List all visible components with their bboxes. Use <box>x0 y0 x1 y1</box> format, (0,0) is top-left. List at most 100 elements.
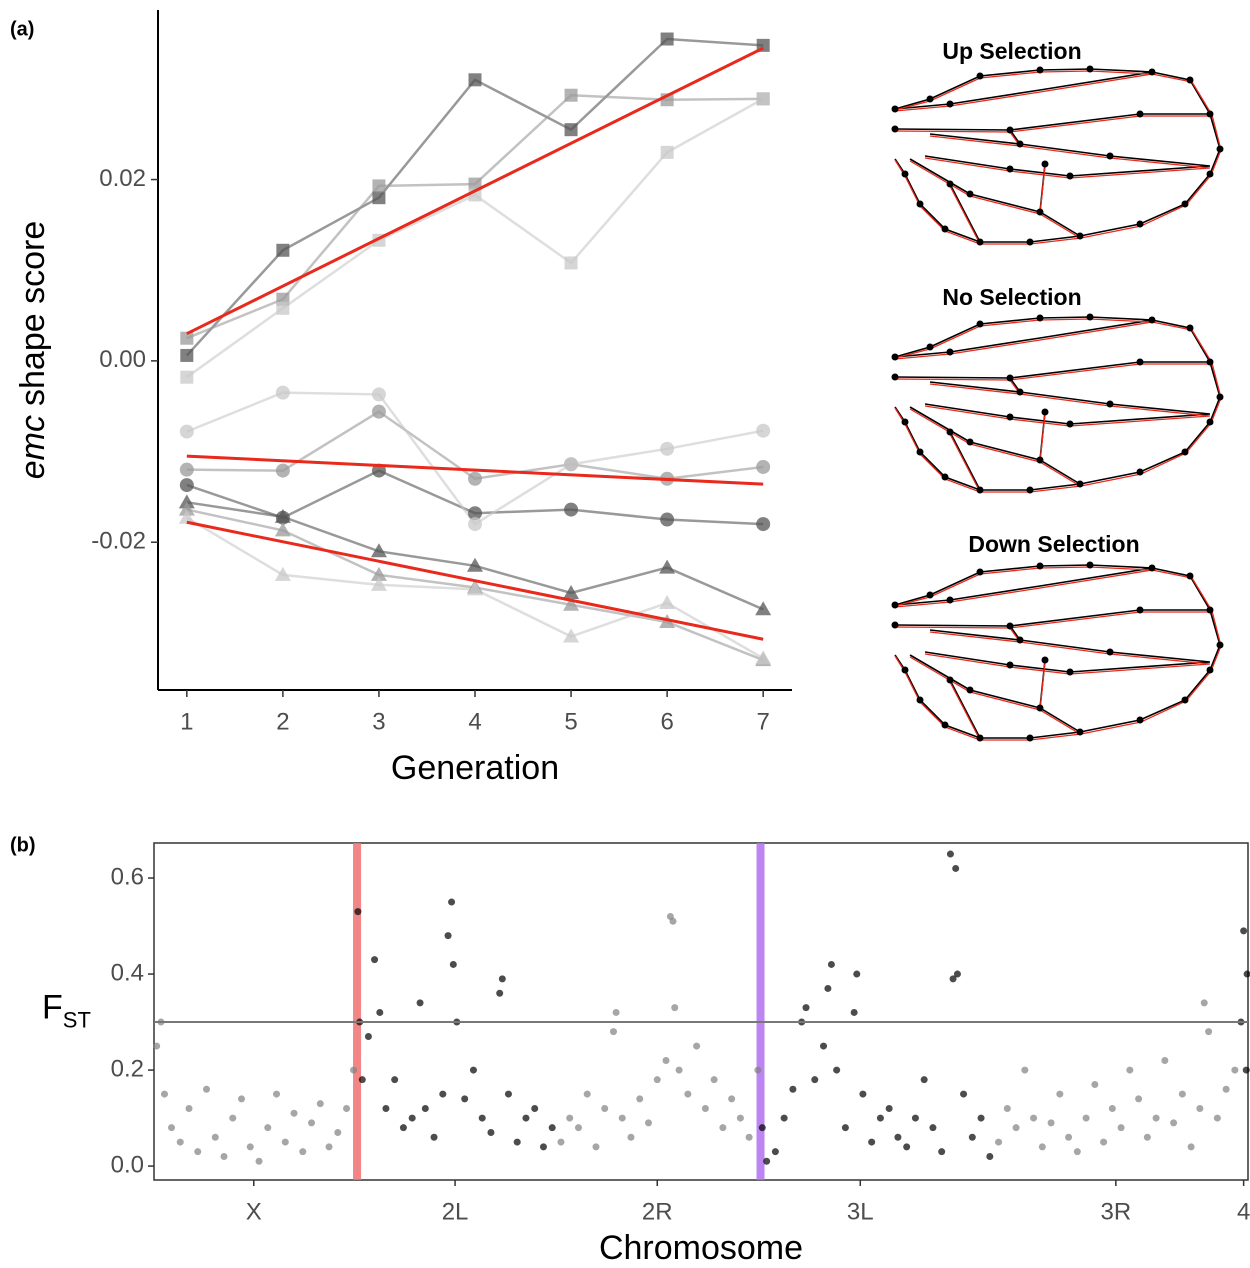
snp-point <box>264 1124 272 1132</box>
snp-point <box>194 1148 202 1156</box>
plot-border <box>153 842 1249 1181</box>
snp-point <box>789 1085 797 1093</box>
snp-point <box>758 1124 766 1132</box>
triangle-marker <box>178 501 195 516</box>
snp-point <box>952 864 960 872</box>
x-tick-label: 3 <box>372 708 385 735</box>
circle-marker <box>468 471 482 486</box>
snp-point <box>986 1152 994 1160</box>
snp-point <box>439 1090 447 1098</box>
snp-point <box>371 956 379 964</box>
snp-point <box>583 1090 591 1098</box>
snp-point <box>868 1138 876 1146</box>
snp-point <box>539 1143 547 1151</box>
snp-point <box>478 1114 486 1122</box>
circle-marker <box>179 424 194 439</box>
y-axis-label-sub: ST <box>63 1007 91 1032</box>
snp-point <box>176 1138 184 1146</box>
snp-point <box>574 1124 582 1132</box>
x-tick-label: 5 <box>564 708 577 735</box>
circle-marker <box>564 457 579 472</box>
triangle-marker <box>755 650 772 665</box>
square-marker <box>660 32 674 46</box>
snp-point <box>977 1114 985 1122</box>
snp-point <box>1231 1066 1239 1074</box>
square-marker <box>756 92 770 106</box>
snp-point <box>557 1138 565 1146</box>
snp-point <box>1205 1028 1213 1036</box>
square-marker <box>468 177 482 191</box>
circle-marker <box>660 512 675 527</box>
snp-point <box>1117 1124 1125 1132</box>
snp-point <box>325 1143 333 1151</box>
snp-point <box>618 1114 626 1122</box>
snp-point <box>273 1090 281 1098</box>
snp-point <box>920 1076 928 1084</box>
snp-point <box>548 1124 556 1132</box>
square-marker <box>180 331 194 345</box>
snp-point <box>710 1076 718 1084</box>
snp-point <box>736 1114 744 1122</box>
circle-marker <box>468 506 482 521</box>
fit-line <box>186 520 764 641</box>
snp-point <box>653 1076 661 1084</box>
snp-point <box>811 1076 819 1084</box>
wing-down <box>890 560 1225 743</box>
y-axis-label-rest: shape score <box>14 221 52 406</box>
y-tick-label: 0.0 <box>111 1151 144 1178</box>
snp-point <box>1100 1138 1108 1146</box>
highlight-band <box>353 843 362 1180</box>
snp-point <box>364 1032 372 1040</box>
x-tick-label: 7 <box>757 708 770 735</box>
circle-marker <box>756 459 771 474</box>
snp-point <box>299 1148 307 1156</box>
snp-point <box>334 1128 342 1136</box>
x-tick-label: 2 <box>276 708 289 735</box>
wing-title: Down Selection <box>968 531 1139 557</box>
snp-point <box>416 999 424 1007</box>
y-axis-label-italic: emc <box>14 415 52 479</box>
triangle-marker <box>274 566 291 581</box>
x-tick-label: 3R <box>1101 1198 1132 1225</box>
snp-point <box>675 1066 683 1074</box>
panel-label: (a) <box>10 18 34 40</box>
wing-title: Up Selection <box>942 38 1081 64</box>
snp-point <box>498 975 506 983</box>
snp-point <box>461 1095 469 1103</box>
fit-line <box>186 454 764 486</box>
snp-point <box>601 1104 609 1112</box>
snp-point <box>496 989 504 997</box>
x-tick-label: 2L <box>442 1198 469 1225</box>
x-tick-label: 1 <box>180 708 193 735</box>
triangle-marker <box>370 576 387 591</box>
circle-marker <box>660 441 675 456</box>
snp-point <box>1012 1124 1020 1132</box>
y-tick-label: -0.02 <box>91 528 146 555</box>
square-marker <box>180 370 194 384</box>
triangle-marker <box>563 596 580 611</box>
snp-point <box>513 1138 521 1146</box>
snp-point <box>531 1104 539 1112</box>
snp-point <box>1056 1090 1064 1098</box>
square-marker <box>468 73 482 87</box>
snp-point <box>771 1148 779 1156</box>
y-tick-label: 0.00 <box>99 346 146 373</box>
snp-point <box>953 970 961 978</box>
snp-point <box>1222 1085 1230 1093</box>
wing-title: No Selection <box>942 284 1081 310</box>
circle-marker <box>179 462 194 477</box>
snp-point <box>487 1128 495 1136</box>
snp-point <box>421 1104 429 1112</box>
square-marker <box>372 179 386 193</box>
snp-point <box>903 1143 911 1151</box>
series-line <box>186 93 764 340</box>
snp-point <box>841 1124 849 1132</box>
snp-point <box>701 1104 709 1112</box>
snp-point <box>316 1100 324 1108</box>
circle-marker <box>371 387 386 402</box>
snp-point <box>246 1143 254 1151</box>
snp-point <box>850 1008 858 1016</box>
snp-point <box>504 1090 512 1098</box>
snp-point <box>1242 1066 1250 1074</box>
triangle-marker <box>178 494 195 509</box>
